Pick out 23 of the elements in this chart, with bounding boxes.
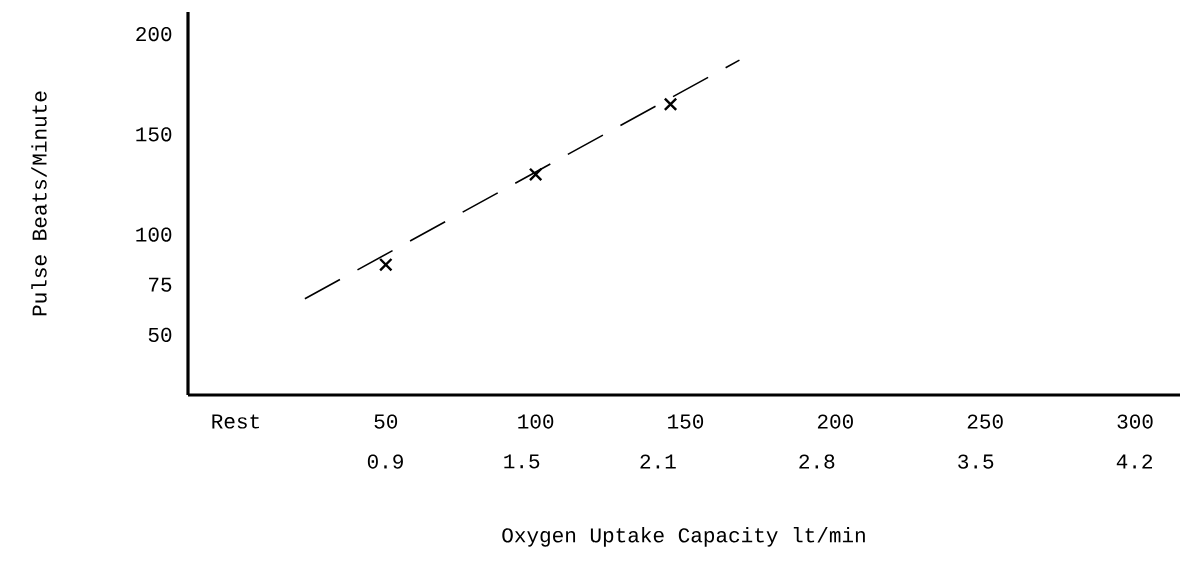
x-tick-label: 300 (1117, 414, 1153, 429)
y-tick-label: 100 (136, 227, 172, 242)
x-tick-label: 250 (967, 414, 1003, 429)
point (663, 97, 678, 112)
x2-tick-label: 1.5 (504, 454, 540, 469)
x-tick-label: 100 (518, 414, 554, 429)
x2-axis-title: Oxygen Uptake Capacity lt/min (502, 527, 865, 547)
y-tick-label: 50 (148, 327, 172, 342)
x-tick-label: 200 (817, 414, 853, 429)
y-tick-label: 150 (136, 127, 172, 142)
x-tick-label: 50 (374, 414, 398, 429)
y-tick-label: 200 (136, 26, 172, 42)
point (378, 257, 393, 272)
x2-tick-label: 4.2 (1116, 454, 1153, 469)
x2-tick-label: 3.5 (958, 454, 994, 469)
point (528, 167, 543, 182)
x-tick-label: Rest (212, 414, 259, 429)
x-tick-label: 150 (668, 414, 704, 429)
x2-tick-label: 2.8 (799, 454, 835, 469)
y-axis-title: Pulse Beats/Minute (31, 91, 47, 316)
x2-tick-label: 2.1 (640, 454, 676, 469)
x2-tick-label: 0.9 (367, 454, 403, 469)
y-tick-label: 75 (149, 277, 172, 292)
